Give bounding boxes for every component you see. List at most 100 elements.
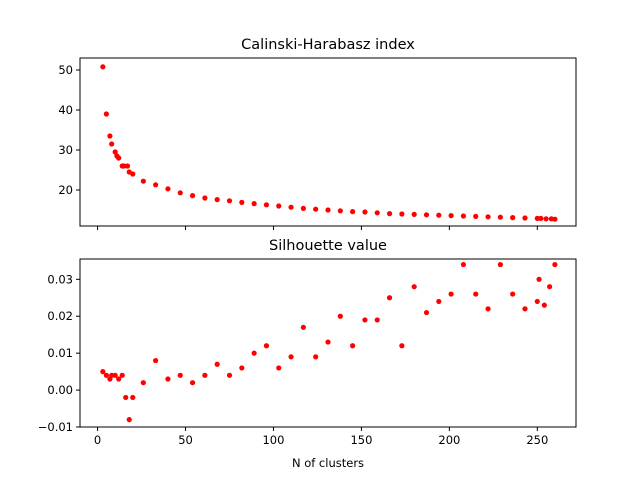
chart-1-point bbox=[473, 213, 479, 219]
chart-1-point bbox=[399, 211, 405, 217]
chart-1-point bbox=[107, 133, 113, 139]
chart-2-point bbox=[300, 324, 306, 330]
chart-2-point bbox=[536, 276, 542, 282]
chart-2-point bbox=[239, 365, 245, 371]
chart-2-point bbox=[510, 291, 516, 297]
chart-2-point bbox=[112, 372, 118, 378]
chart-1-point bbox=[226, 198, 233, 204]
chart-1-point bbox=[140, 178, 146, 184]
chart-2-point bbox=[202, 372, 208, 378]
chart-2-point bbox=[552, 261, 558, 268]
chart-2-point bbox=[165, 376, 171, 382]
chart-2-point bbox=[103, 372, 109, 378]
chart-2-ytick-label: 0.01 bbox=[47, 346, 73, 360]
chart-2-point bbox=[374, 317, 380, 323]
chart-2-point bbox=[350, 343, 356, 349]
chart-2-point bbox=[153, 357, 159, 364]
chart-1-frame bbox=[79, 57, 577, 227]
chart-2-point bbox=[522, 306, 528, 312]
chart-2-point bbox=[362, 317, 368, 323]
chart-2-xtick-label: 50 bbox=[178, 433, 193, 447]
chart-2-point bbox=[126, 417, 132, 423]
chart-2-point bbox=[423, 309, 430, 316]
chart-2-xtick-label: 0 bbox=[94, 433, 101, 447]
chart-1-point bbox=[214, 197, 220, 203]
chart-2-point bbox=[399, 343, 405, 349]
chart-2-point bbox=[541, 302, 547, 308]
chart-2-point bbox=[251, 350, 257, 356]
chart-2-ytick-label: 0.03 bbox=[47, 272, 73, 286]
chart-1-ytick-label: 40 bbox=[58, 103, 73, 117]
chart-1-point bbox=[100, 64, 106, 70]
chart-1-point bbox=[103, 111, 109, 117]
chart-2-point bbox=[189, 380, 196, 386]
chart-2-ytick-label: 0.02 bbox=[47, 309, 73, 323]
chart-2-point bbox=[337, 313, 343, 319]
chart-2-ytick-label: −0.01 bbox=[38, 420, 73, 434]
chart-1-point bbox=[276, 203, 282, 209]
chart-2-point bbox=[123, 394, 129, 401]
chart-1-point bbox=[552, 216, 558, 222]
chart-2-point bbox=[276, 365, 282, 371]
chart-2-title: Silhouette value bbox=[269, 238, 387, 254]
chart-2-xtick-label: 200 bbox=[438, 433, 460, 447]
chart-1-point bbox=[485, 214, 491, 220]
chart-1-point bbox=[112, 149, 118, 155]
chart-2-xlabel: N of clusters bbox=[292, 456, 364, 470]
chart-2-point bbox=[226, 372, 233, 378]
chart-1-point bbox=[165, 186, 171, 192]
chart-2-point bbox=[140, 380, 146, 386]
chart-1-point bbox=[374, 210, 380, 216]
chart-2-point bbox=[313, 354, 319, 360]
chart-1-ytick-label: 50 bbox=[58, 63, 73, 77]
chart-1-point bbox=[386, 211, 393, 217]
chart-2-frame bbox=[79, 258, 577, 428]
chart-2-xtick-label: 100 bbox=[262, 433, 284, 447]
chart-1-point bbox=[411, 211, 417, 217]
chart-2-point bbox=[119, 372, 125, 378]
chart-1-point bbox=[325, 207, 331, 213]
chart-2-point bbox=[288, 354, 294, 360]
chart-1-point bbox=[337, 208, 343, 214]
chart-1-point bbox=[448, 213, 454, 219]
chart-1-point bbox=[543, 216, 549, 222]
chart-2-point bbox=[100, 369, 106, 375]
chart-1-title: Calinski-Harabasz index bbox=[241, 37, 415, 53]
chart-1-point bbox=[288, 204, 294, 210]
chart-1-point bbox=[460, 213, 467, 219]
chart-1-point bbox=[189, 193, 196, 199]
chart-2-point bbox=[116, 376, 122, 382]
chart-1-point bbox=[300, 205, 306, 211]
chart-2-point bbox=[460, 261, 467, 268]
chart-1-point bbox=[497, 214, 503, 220]
chart-2-point bbox=[214, 361, 220, 367]
chart-2-xtick-label: 250 bbox=[526, 433, 548, 447]
chart-1-ytick-label: 20 bbox=[58, 183, 73, 197]
chart-1-point bbox=[109, 141, 115, 147]
chart-2-point bbox=[547, 284, 553, 290]
chart-2-point bbox=[534, 298, 540, 305]
chart-1-point bbox=[251, 201, 257, 207]
chart-1-point bbox=[153, 182, 159, 188]
chart-2-point bbox=[497, 261, 503, 268]
chart-1-point bbox=[423, 212, 430, 218]
chart-1-point bbox=[177, 190, 183, 196]
chart-1-point bbox=[350, 209, 356, 215]
chart-2-xtick-label: 150 bbox=[350, 433, 372, 447]
chart-2-point bbox=[130, 394, 136, 401]
chart-2-point bbox=[448, 291, 454, 297]
chart-1-point bbox=[362, 209, 368, 215]
chart-1-point bbox=[239, 199, 245, 205]
chart-2-point bbox=[485, 306, 491, 312]
chart-2-point bbox=[386, 295, 393, 301]
chart-1-point bbox=[263, 202, 270, 208]
chart-2-point bbox=[411, 284, 417, 290]
chart-2-ytick-label: 0.00 bbox=[47, 383, 73, 397]
chart-1-point bbox=[510, 215, 516, 221]
chart-2-point bbox=[473, 291, 479, 297]
chart-1-ytick-label: 30 bbox=[58, 143, 73, 157]
chart-2-point bbox=[325, 339, 331, 345]
chart-1-point bbox=[202, 195, 208, 201]
chart-1-point bbox=[522, 215, 528, 221]
